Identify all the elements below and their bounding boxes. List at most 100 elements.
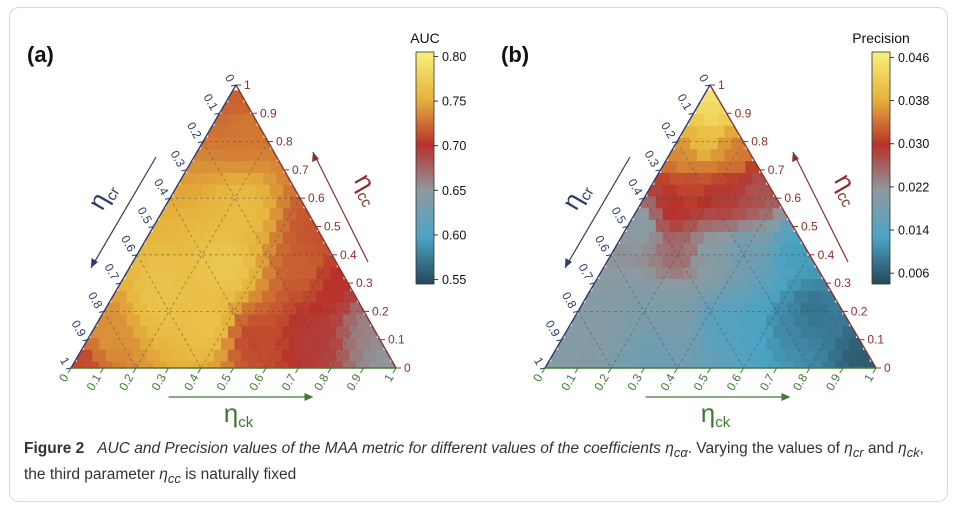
heatmap-cell bbox=[267, 255, 283, 269]
ck-tick bbox=[806, 367, 811, 374]
heatmap-cell bbox=[247, 267, 263, 281]
heatmap-cell bbox=[647, 255, 663, 269]
heatmap-cell bbox=[813, 279, 829, 292]
cr-tick-label: 0.9 bbox=[543, 318, 564, 340]
heatmap-cell bbox=[654, 338, 670, 351]
heatmap-cell bbox=[253, 302, 269, 316]
grid-line bbox=[677, 197, 777, 369]
heatmap-cell bbox=[751, 267, 767, 281]
heatmap-cell bbox=[565, 349, 581, 363]
heatmap-cell bbox=[620, 279, 636, 292]
ck-tick-label: 0.5 bbox=[691, 371, 712, 393]
heatmap-cell bbox=[682, 338, 698, 351]
cr-tick-label: 0.6 bbox=[118, 233, 139, 255]
heatmap-cell bbox=[702, 279, 718, 292]
heatmap-cell bbox=[640, 267, 656, 281]
heatmap-cell bbox=[117, 326, 134, 339]
colorbar-tick-label: 0.75 bbox=[442, 95, 466, 109]
heatmap-cell bbox=[341, 290, 357, 304]
heatmap-cell bbox=[675, 161, 691, 174]
grid-lines bbox=[103, 141, 365, 369]
heatmap-cell bbox=[861, 361, 876, 368]
heatmap-cell bbox=[228, 90, 244, 104]
ck-tick bbox=[773, 367, 778, 374]
heatmap-cell bbox=[226, 349, 242, 363]
heatmap-cell bbox=[166, 220, 182, 233]
heatmap-cell bbox=[702, 114, 718, 127]
heatmap-cell bbox=[280, 349, 296, 363]
heatmap-cell bbox=[716, 208, 732, 222]
heatmap-cell bbox=[247, 220, 263, 233]
heatmap-cell bbox=[220, 172, 236, 186]
heatmap-cell bbox=[335, 279, 351, 292]
heatmap-cell bbox=[764, 267, 780, 281]
heatmap-cell bbox=[205, 361, 221, 368]
heatmap-cell bbox=[688, 161, 704, 174]
ck-tick-label: 0.1 bbox=[558, 371, 579, 393]
heatmap-cell bbox=[294, 302, 310, 316]
heatmap-cell bbox=[213, 208, 229, 222]
heatmap-cell bbox=[328, 267, 344, 281]
caption-eta-cc: ηcc bbox=[159, 466, 181, 487]
heatmap-cell bbox=[193, 196, 209, 210]
heatmap-cell bbox=[688, 184, 704, 198]
heatmap-cell bbox=[668, 243, 684, 257]
heatmap-cell bbox=[578, 302, 594, 316]
ck-tick-label: 0.2 bbox=[116, 371, 137, 393]
heatmap-cell bbox=[709, 125, 725, 139]
heatmap-cell bbox=[592, 279, 608, 292]
heatmap-cell bbox=[613, 314, 629, 328]
heatmap-cell bbox=[355, 314, 371, 328]
heatmap-cell bbox=[287, 338, 303, 351]
heatmap-cell bbox=[132, 255, 148, 269]
heatmap-cell bbox=[627, 338, 643, 351]
heatmap-cell bbox=[288, 196, 304, 210]
grid-line bbox=[136, 254, 202, 369]
heatmap-cell bbox=[751, 361, 767, 368]
heatmap-cell bbox=[606, 326, 622, 339]
heatmap-cell bbox=[647, 279, 663, 292]
heatmap-cell bbox=[260, 267, 276, 281]
heatmap-cell bbox=[321, 302, 337, 316]
heatmap-cell bbox=[138, 290, 154, 304]
heatmap-cell bbox=[716, 302, 732, 316]
heatmap-cell bbox=[219, 314, 235, 328]
caption-title: AUC and Precision values of the MAA metr… bbox=[97, 440, 688, 461]
heatmap-cell bbox=[179, 267, 195, 281]
cc-tick-label: 0.5 bbox=[801, 220, 818, 234]
heatmap-cell bbox=[716, 326, 732, 339]
heatmap-cell bbox=[347, 349, 364, 363]
heatmap-cell bbox=[681, 125, 697, 139]
heatmap-cell bbox=[200, 137, 216, 151]
cr-arrow-head bbox=[565, 258, 572, 268]
cc-tick-label: 0 bbox=[884, 361, 891, 375]
heatmap-cell bbox=[689, 326, 705, 339]
heatmap-cell bbox=[221, 102, 237, 115]
heatmap-cell bbox=[220, 243, 236, 257]
heatmap-cell bbox=[723, 149, 739, 163]
heatmap-cell bbox=[744, 326, 760, 339]
heatmap-cell bbox=[239, 326, 255, 339]
cr-tick-label: 0.2 bbox=[184, 120, 205, 142]
heatmap-cell bbox=[764, 290, 780, 304]
heatmap-cell bbox=[688, 231, 705, 245]
heatmap-cell bbox=[172, 279, 188, 292]
heatmap-cell bbox=[228, 114, 244, 127]
cr-tick bbox=[115, 282, 121, 285]
heatmap-cell bbox=[233, 290, 249, 304]
heatmap-cell bbox=[253, 255, 270, 269]
grid-line bbox=[743, 254, 810, 369]
heatmap-cell bbox=[198, 349, 215, 363]
heatmap-cell bbox=[152, 220, 168, 233]
heatmap-cell bbox=[192, 290, 208, 304]
heatmap-cell bbox=[267, 208, 284, 222]
heatmap-cell bbox=[185, 349, 201, 363]
ck-tick bbox=[165, 367, 169, 374]
heatmap-cell bbox=[647, 349, 663, 363]
heatmap-cell bbox=[668, 196, 684, 210]
heatmap-cell bbox=[626, 267, 643, 281]
heatmap-cell bbox=[104, 349, 120, 363]
heatmap-cell bbox=[219, 290, 235, 304]
cr-tick-label: 0.8 bbox=[559, 289, 580, 311]
heatmap-cell bbox=[661, 279, 677, 292]
